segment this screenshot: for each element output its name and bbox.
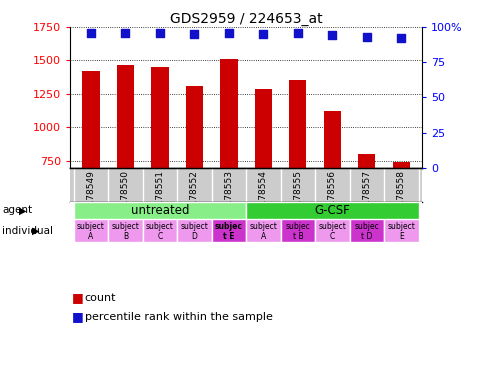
- Bar: [74, 202, 245, 219]
- Text: GSM178553: GSM178553: [224, 170, 233, 225]
- Title: GDS2959 / 224653_at: GDS2959 / 224653_at: [169, 12, 322, 26]
- Text: percentile rank within the sample: percentile rank within the sample: [85, 312, 272, 322]
- Text: GSM178551: GSM178551: [155, 170, 164, 225]
- Text: C: C: [157, 232, 162, 242]
- Text: subject: subject: [180, 222, 208, 231]
- Text: subject: subject: [146, 222, 174, 231]
- Text: GSM178549: GSM178549: [86, 170, 95, 225]
- Bar: [74, 219, 108, 242]
- Text: subject: subject: [77, 222, 105, 231]
- Bar: [254, 89, 272, 262]
- Text: G-CSF: G-CSF: [314, 204, 349, 217]
- Text: ■: ■: [72, 291, 83, 304]
- Text: ▶: ▶: [19, 205, 27, 215]
- Point: [190, 31, 198, 37]
- Text: ■: ■: [72, 310, 83, 323]
- Text: D: D: [191, 232, 197, 242]
- Bar: [288, 80, 306, 262]
- Point: [156, 30, 164, 36]
- Text: t B: t B: [292, 232, 302, 242]
- Point: [87, 30, 95, 36]
- Text: agent: agent: [2, 205, 32, 215]
- Bar: [280, 219, 315, 242]
- Bar: [211, 219, 245, 242]
- Text: GSM178554: GSM178554: [258, 170, 267, 225]
- Text: individual: individual: [2, 226, 53, 236]
- Point: [121, 30, 129, 36]
- Text: t E: t E: [223, 232, 234, 242]
- Text: GSM178550: GSM178550: [121, 170, 130, 225]
- Bar: [315, 219, 349, 242]
- Text: GSM178557: GSM178557: [362, 170, 371, 225]
- Text: subject: subject: [318, 222, 346, 231]
- Text: subjec: subjec: [354, 222, 378, 231]
- Point: [259, 31, 267, 37]
- Bar: [245, 219, 280, 242]
- Bar: [177, 219, 211, 242]
- Text: untreated: untreated: [130, 204, 189, 217]
- Bar: [185, 86, 203, 262]
- Text: t D: t D: [361, 232, 372, 242]
- Text: A: A: [88, 232, 93, 242]
- Point: [328, 32, 335, 38]
- Point: [362, 34, 370, 40]
- Bar: [82, 71, 99, 262]
- Text: E: E: [398, 232, 403, 242]
- Text: subjec: subjec: [285, 222, 310, 231]
- Text: GSM178558: GSM178558: [396, 170, 405, 225]
- Text: subjec: subjec: [214, 222, 242, 231]
- Text: subject: subject: [111, 222, 139, 231]
- Text: subject: subject: [387, 222, 414, 231]
- Text: GSM178555: GSM178555: [293, 170, 302, 225]
- Text: count: count: [85, 293, 116, 303]
- Bar: [392, 162, 409, 262]
- Bar: [108, 219, 142, 242]
- Text: ▶: ▶: [31, 226, 39, 236]
- Text: GSM178556: GSM178556: [327, 170, 336, 225]
- Point: [225, 30, 232, 36]
- Bar: [383, 219, 418, 242]
- Bar: [358, 154, 375, 262]
- Point: [293, 30, 301, 36]
- Text: subject: subject: [249, 222, 277, 231]
- Bar: [117, 65, 134, 262]
- Bar: [151, 67, 168, 262]
- Text: C: C: [329, 232, 334, 242]
- Bar: [142, 219, 177, 242]
- Point: [396, 35, 404, 41]
- Bar: [245, 202, 418, 219]
- Bar: [323, 111, 340, 262]
- Bar: [220, 59, 237, 262]
- Bar: [349, 219, 383, 242]
- Text: B: B: [122, 232, 128, 242]
- Text: GSM178552: GSM178552: [190, 170, 198, 225]
- Text: A: A: [260, 232, 265, 242]
